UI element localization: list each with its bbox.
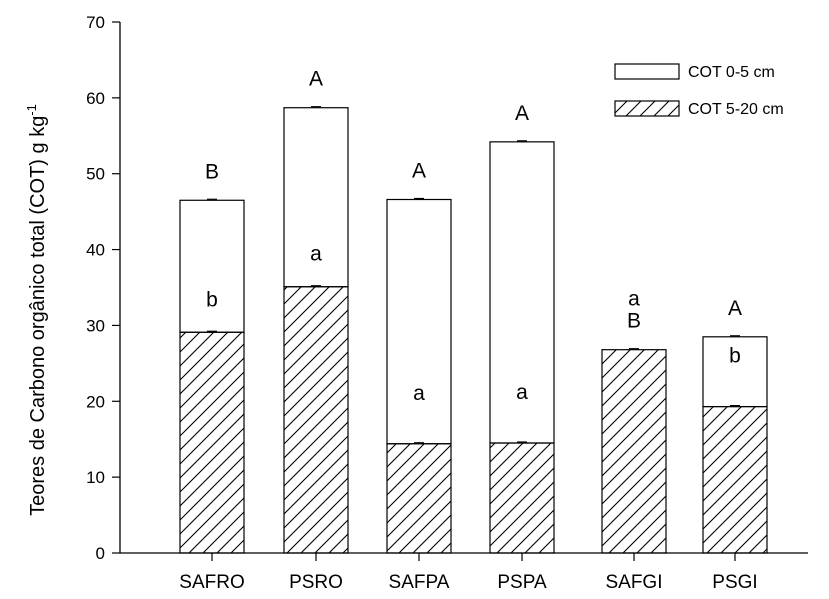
sig-letter-safgi-cot-0-5: B: [627, 310, 641, 333]
x-tick-label-psro: PSRO: [289, 572, 343, 593]
x-tick-label-safpa: SAFPA: [389, 572, 450, 593]
bar-safro-cot-0-5: [179, 199, 245, 333]
legend-swatch-cot-0-5: [614, 63, 680, 80]
bar-safpa-cot-5-20: [386, 443, 452, 554]
bar-psro-cot-0-5: [283, 107, 349, 288]
y-tick-label: 50: [86, 165, 105, 184]
sig-letter-safpa-cot-0-5: A: [412, 160, 426, 183]
sig-letter-psro-cot-5-20: a: [310, 243, 322, 266]
y-tick-label: 40: [86, 241, 105, 260]
axes-layer: 0 10 20 30 40 50 60 70 SAFRO PSRO SAFPA PSPA SAFGI PS…: [86, 13, 808, 593]
legend-swatch-cot-5-20: [614, 100, 680, 117]
sig-letter-pspa-cot-0-5: A: [515, 102, 529, 125]
sig-letter-safpa-cot-5-20: a: [413, 382, 425, 405]
sig-letter-psro-cot-0-5: A: [309, 68, 323, 91]
bar-safro-cot-5-20: [179, 331, 245, 554]
x-tick-label-safgi: SAFGI: [605, 572, 662, 593]
y-tick-label: 60: [86, 89, 105, 108]
bar-psro-cot-5-20: [283, 286, 349, 554]
bar-pspa-cot-5-20: [489, 442, 555, 554]
y-tick-label: 10: [86, 468, 105, 487]
bar-psgi-cot-5-20: [702, 405, 768, 554]
sig-letter-pspa-cot-5-20: a: [516, 381, 528, 404]
y-tick-label: 70: [86, 13, 105, 32]
bar-safpa-cot-0-5: [386, 198, 452, 445]
sig-letter-safro-cot-0-5: B: [205, 160, 219, 183]
legend: COT 0-5 cm COT 5-20 cm: [614, 63, 784, 118]
y-axis-label: Teores de Carbono orgânico total (COT) g…: [24, 104, 49, 516]
y-tick-label: 30: [86, 316, 105, 335]
x-tick-label-psgi: PSGI: [712, 572, 757, 593]
sig-letter-safro-cot-5-20: b: [206, 288, 218, 311]
bar-safgi-cot-5-20: [601, 349, 667, 554]
bar-pspa-cot-0-5: [489, 141, 555, 444]
x-tick-label-safro: SAFRO: [179, 572, 244, 593]
legend-label-cot-5-20: COT 5-20 cm: [688, 101, 784, 118]
sig-letter-psgi-cot-0-5: A: [728, 297, 742, 320]
y-tick-label: 20: [86, 392, 105, 411]
x-tick-label-pspa: PSPA: [497, 572, 547, 593]
sig-letter-safgi-cot-5-20: a: [628, 288, 640, 311]
legend-label-cot-0-5: COT 0-5 cm: [688, 64, 775, 81]
y-tick-label: 0: [96, 544, 105, 563]
sig-letter-psgi-cot-5-20: b: [729, 345, 741, 368]
